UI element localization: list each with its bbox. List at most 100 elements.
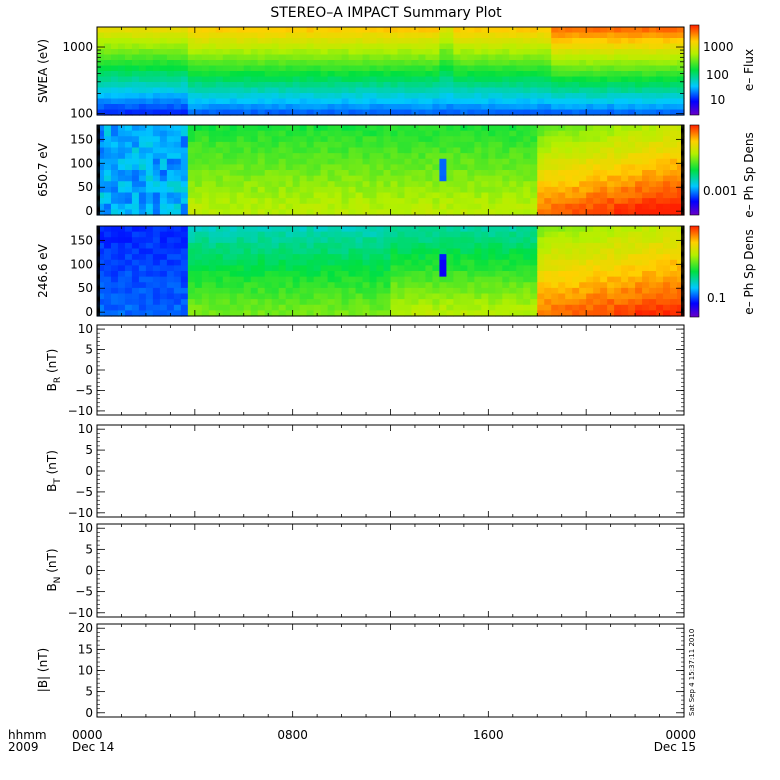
pad650-heatmap-cell: [383, 130, 392, 137]
swea-heatmap-cell: [250, 104, 259, 111]
swea-heatmap-cell: [530, 109, 538, 116]
pad650-heatmap-cell: [320, 192, 329, 199]
pad246-heatmap-cell: [509, 299, 517, 306]
pad246-heatmap-cell: [593, 226, 601, 233]
pad246-heatmap-cell: [418, 271, 427, 278]
pad246-heatmap-cell: [488, 248, 496, 255]
pad650-heatmap-cell: [418, 181, 427, 188]
pad246-heatmap-cell: [103, 254, 112, 261]
swea-heatmap-cell: [376, 87, 385, 94]
pad246-heatmap-cell: [355, 237, 364, 244]
pad246-heatmap-cell: [362, 304, 371, 311]
swea-heatmap-cell: [614, 87, 622, 94]
pad246-heatmap-cell: [138, 293, 147, 300]
swea-heatmap-cell: [292, 109, 301, 116]
pad246-heatmap-cell: [670, 282, 678, 289]
pad650-heatmap-cell: [362, 136, 371, 143]
pad650-heatmap-cell: [362, 175, 371, 182]
pad246-heatmap-cell: [474, 293, 482, 300]
pad246-heatmap-cell: [432, 265, 441, 272]
pad650-heatmap-cell: [97, 192, 105, 199]
swea-heatmap-cell: [236, 65, 245, 72]
swea-heatmap-cell: [376, 76, 385, 83]
pad246-heatmap-cell: [187, 271, 196, 278]
swea-heatmap-cell: [418, 27, 427, 34]
pad246-heatmap-cell: [600, 304, 608, 311]
pad246-heatmap-cell: [159, 293, 168, 300]
swea-heatmap-cell: [222, 65, 231, 72]
pad650-heatmap-cell: [607, 141, 615, 149]
pad246-heatmap-cell: [502, 254, 510, 261]
swea-heatmap-cell: [439, 49, 448, 56]
pad650-heatmap-cell: [460, 125, 468, 132]
pad246-heatmap-cell: [502, 293, 510, 300]
pad650-heatmap-cell: [579, 170, 587, 177]
swea-heatmap-cell: [446, 65, 454, 72]
swea-heatmap-cell: [649, 27, 657, 34]
pad650-heatmap-cell: [355, 192, 364, 199]
pad650-heatmap-cell: [621, 192, 629, 199]
pad650-heatmap-cell: [257, 203, 266, 210]
swea-heatmap-cell: [271, 27, 280, 34]
pad246-heatmap-cell: [670, 299, 678, 306]
pad246-heatmap-cell: [649, 271, 657, 278]
pad246-heatmap-cell: [327, 299, 336, 306]
pad650-heatmap-cell: [656, 198, 664, 205]
pad650-heatmap-cell: [614, 141, 622, 149]
pad246-heatmap-cell: [250, 293, 259, 300]
pad246-heatmap-cell: [257, 254, 266, 261]
swea-heatmap-cell: [460, 71, 468, 78]
pad650-heatmap-cell: [551, 186, 559, 194]
pad650-heatmap-cell: [621, 158, 629, 165]
pad246-heatmap-cell: [117, 226, 126, 233]
pad650-heatmap-cell: [488, 141, 496, 149]
swea-heatmap-cell: [579, 93, 587, 100]
swea-heatmap-cell: [355, 82, 364, 89]
pad650-heatmap-cell: [572, 181, 580, 188]
pad246-heatmap-cell: [579, 276, 587, 283]
swea-heatmap-cell: [264, 49, 273, 56]
pad246-heatmap-cell: [383, 287, 392, 295]
pad650-heatmap-cell: [390, 186, 399, 194]
pad246-heatmap-cell: [551, 271, 559, 278]
pad650-heatmap-cell: [439, 164, 448, 171]
swea-heatmap-cell: [327, 87, 336, 94]
swea-heatmap-cell: [614, 43, 622, 50]
swea-heatmap-cell: [201, 98, 210, 105]
pad650-heatmap-cell: [222, 175, 231, 182]
swea-heatmap-cell: [621, 60, 629, 67]
pad650-heatmap-cell: [502, 153, 510, 160]
pad650-heatmap-cell: [404, 125, 413, 132]
pad246-heatmap-cell: [432, 254, 441, 261]
pad650-heatmap-cell: [495, 147, 503, 154]
pad650-heatmap-cell: [243, 170, 252, 177]
swea-heatmap-cell: [656, 27, 664, 34]
pad650-heatmap-cell: [299, 130, 308, 137]
swea-heatmap-cell: [642, 98, 650, 105]
pad650-heatmap-cell: [474, 153, 482, 160]
pad650-heatmap-cell: [411, 125, 420, 132]
swea-heatmap-cell: [656, 98, 664, 105]
swea-heatmap-cell: [285, 49, 294, 56]
swea-heatmap-cell: [180, 54, 189, 61]
swea-heatmap-cell: [628, 65, 636, 72]
swea-heatmap-cell: [152, 109, 161, 116]
pad246-heatmap-cell: [670, 231, 678, 238]
swea-heatmap-cell: [285, 54, 294, 61]
pad650-heatmap-cell: [614, 153, 622, 160]
pad246-heatmap-cell: [355, 248, 364, 255]
pad246-heatmap-cell: [201, 242, 210, 250]
pad246-heatmap-cell: [362, 237, 371, 244]
swea-heatmap-cell: [425, 38, 434, 45]
pad246-heatmap-cell: [383, 237, 392, 244]
pad650-heatmap-cell: [397, 130, 406, 137]
pad650-heatmap-cell: [194, 141, 203, 149]
swea-heatmap-cell: [201, 32, 210, 39]
swea-heatmap-cell: [516, 54, 524, 61]
swea-heatmap-cell: [299, 93, 308, 100]
pad650-heatmap-cell: [446, 175, 454, 182]
pad650-heatmap-cell: [376, 147, 385, 154]
pad650-heatmap-cell: [341, 203, 350, 210]
swea-heatmap-cell: [418, 98, 427, 105]
pad650-heatmap-cell: [97, 198, 105, 205]
